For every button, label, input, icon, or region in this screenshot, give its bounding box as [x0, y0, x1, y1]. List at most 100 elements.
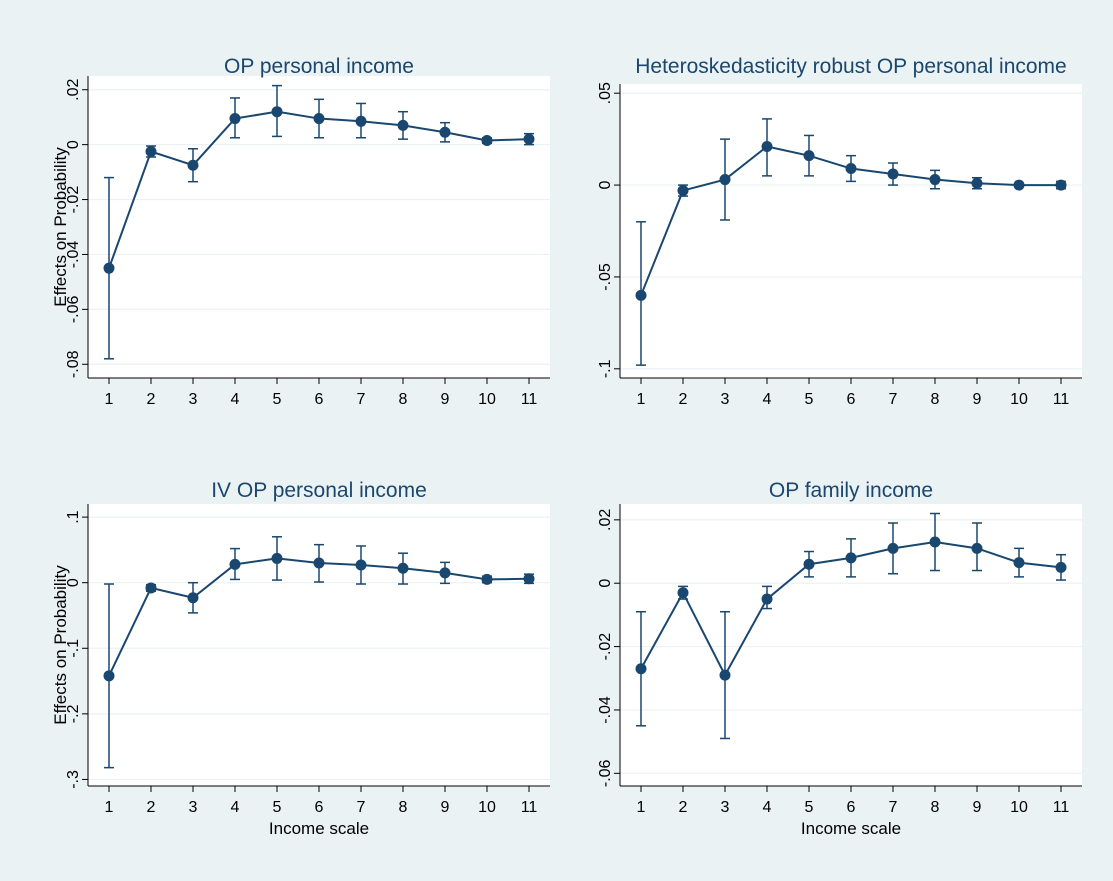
x-tick-label: 2 [679, 391, 688, 408]
x-tick-label: 3 [721, 799, 730, 816]
data-point [635, 289, 647, 301]
y-tick-label: 0 [597, 181, 614, 190]
chart-title: OP family income [769, 479, 933, 502]
data-point [929, 174, 941, 186]
data-point [439, 126, 451, 138]
x-tick-label: 6 [847, 799, 856, 816]
y-tick-label: .05 [597, 82, 614, 104]
y-tick-label: -.04 [597, 696, 614, 724]
data-point [187, 159, 199, 171]
x-tick-label: 1 [637, 391, 646, 408]
x-tick-label: 8 [399, 391, 408, 408]
y-tick-label: .02 [597, 509, 614, 531]
data-point [1055, 561, 1067, 573]
x-tick-label: 8 [931, 391, 940, 408]
x-tick-label: 11 [521, 799, 538, 816]
data-point [887, 542, 899, 554]
data-point [719, 174, 731, 186]
x-tick-label: 4 [763, 391, 772, 408]
data-point [635, 663, 647, 675]
data-point [481, 135, 493, 147]
x-tick-label: 5 [805, 799, 814, 816]
x-tick-label: 11 [521, 391, 538, 408]
x-tick-label: 10 [1010, 391, 1028, 408]
data-point [313, 113, 325, 125]
x-tick-label: 4 [763, 799, 772, 816]
data-point [187, 592, 199, 604]
x-axis-label: Income scale [269, 819, 369, 838]
x-tick-label: 5 [805, 391, 814, 408]
data-point [845, 552, 857, 564]
y-tick-label: .1 [65, 510, 82, 523]
data-point [523, 133, 535, 145]
x-tick-label: 1 [105, 799, 114, 816]
x-tick-label: 10 [478, 799, 496, 816]
y-tick-label: .02 [65, 79, 82, 101]
x-tick-label: 10 [1010, 799, 1028, 816]
data-point [971, 542, 983, 554]
y-tick-label: 0 [65, 578, 82, 587]
x-tick-label: 3 [189, 391, 198, 408]
data-point [761, 593, 773, 605]
plot-area [620, 84, 1082, 378]
data-point [677, 587, 689, 599]
x-tick-label: 8 [931, 799, 940, 816]
y-tick-label: -.08 [65, 350, 82, 378]
x-tick-label: 11 [1053, 799, 1070, 816]
data-point [719, 669, 731, 681]
y-axis-label: Effects on Probability [51, 147, 70, 307]
data-point [271, 552, 283, 564]
x-tick-label: 9 [973, 799, 982, 816]
x-tick-label: 2 [147, 391, 156, 408]
x-tick-label: 6 [315, 799, 324, 816]
x-tick-label: 4 [231, 391, 240, 408]
x-tick-label: 7 [889, 391, 898, 408]
data-point [145, 146, 157, 157]
y-tick-label: -.02 [597, 633, 614, 661]
y-tick-label: -.05 [597, 263, 614, 291]
data-point [145, 582, 157, 594]
y-tick-label: -.1 [65, 639, 82, 658]
data-point [929, 536, 941, 548]
data-point [1055, 179, 1067, 191]
x-tick-label: 5 [273, 799, 282, 816]
data-point [397, 562, 409, 574]
x-tick-label: 3 [189, 799, 198, 816]
x-tick-label: 9 [441, 391, 450, 408]
x-tick-label: 5 [273, 391, 282, 408]
data-point [887, 168, 899, 180]
y-tick-label: -.1 [597, 359, 614, 378]
data-point [803, 150, 815, 162]
y-axis-label: Effects on Probability [51, 565, 70, 725]
x-tick-label: 3 [721, 391, 730, 408]
data-point [229, 113, 241, 125]
data-point [229, 558, 241, 570]
data-point [761, 140, 773, 152]
y-tick-label: -.06 [65, 295, 82, 323]
y-tick-label: -.2 [65, 704, 82, 723]
x-tick-label: 7 [889, 799, 898, 816]
x-tick-label: 4 [231, 799, 240, 816]
chart-title: OP personal income [224, 55, 414, 78]
panel-1: .02 0 -.02 -.04 -.06 -.08 1 2 3 4 5 6 7 8 9 10 11 OP pers… [51, 55, 550, 408]
x-tick-label: 6 [847, 391, 856, 408]
y-tick-label: -.06 [597, 759, 614, 787]
x-tick-label: 9 [973, 391, 982, 408]
x-tick-label: 2 [679, 799, 688, 816]
x-tick-label: 11 [1053, 391, 1070, 408]
data-point [355, 115, 367, 127]
x-tick-label: 7 [357, 391, 366, 408]
y-tick-label: 0 [65, 140, 82, 149]
x-tick-label: 7 [357, 799, 366, 816]
x-tick-label: 8 [399, 799, 408, 816]
data-point [1013, 179, 1025, 191]
data-point [103, 262, 115, 274]
data-point [1013, 557, 1025, 569]
y-tick-label: -.04 [65, 241, 82, 269]
x-tick-label: 2 [147, 799, 156, 816]
data-point [523, 573, 535, 585]
chart-title: IV OP personal income [211, 479, 427, 502]
y-tick-label: 0 [597, 579, 614, 588]
data-point [397, 119, 409, 131]
